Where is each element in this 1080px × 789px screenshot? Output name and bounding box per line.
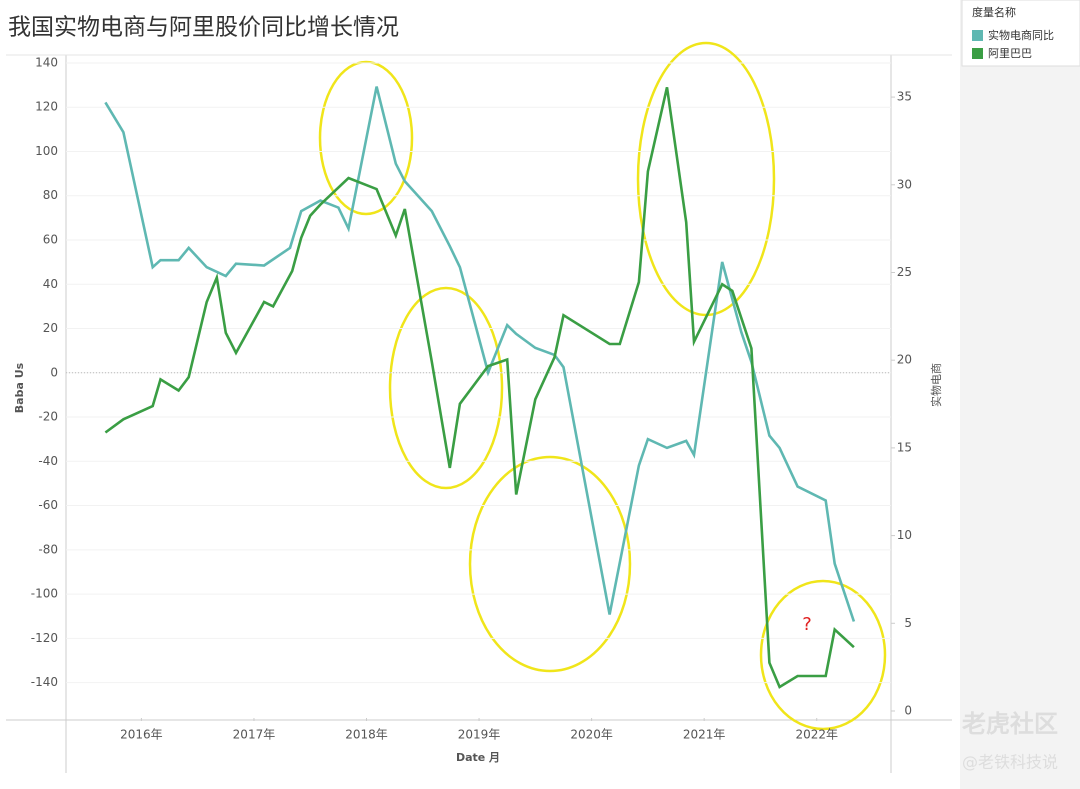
y-tick-label: 80 — [43, 188, 58, 202]
y-tick-label: -80 — [38, 542, 58, 556]
series-line — [104, 87, 855, 689]
y2-tick-label: 35 — [897, 90, 912, 104]
y-tick-label: -100 — [31, 587, 58, 601]
legend-swatch — [972, 30, 983, 41]
y-tick-label: -120 — [31, 631, 58, 645]
watermark: @老铁科技说 — [962, 753, 1058, 772]
legend-title: 度量名称 — [972, 5, 1016, 19]
y-tick-label: 120 — [35, 100, 58, 114]
x-axis-label: Date 月 — [456, 751, 500, 764]
y-tick-label: -140 — [31, 675, 58, 689]
y-tick-label: 40 — [43, 277, 58, 291]
y2-axis-label: 实物电商 — [929, 363, 943, 407]
x-tick-label: 2020年 — [570, 728, 613, 742]
annotation: ? — [802, 614, 812, 635]
x-tick-label: 2016年 — [120, 728, 163, 742]
chart-title: 我国实物电商与阿里股价同比增长情况 — [8, 15, 399, 41]
y-tick-label: -20 — [38, 410, 58, 424]
y2-tick-label: 5 — [904, 616, 912, 630]
x-tick-label: 2021年 — [683, 728, 726, 742]
highlight-ellipses — [318, 41, 887, 731]
watermark: 老虎社区 — [962, 710, 1058, 738]
y2-tick-label: 25 — [897, 265, 912, 279]
y2-tick-label: 15 — [897, 440, 912, 454]
y-tick-label: -40 — [38, 454, 58, 468]
legend-swatch — [972, 48, 983, 59]
y2-tick-label: 30 — [897, 177, 912, 191]
legend-panel — [960, 0, 1080, 789]
y-tick-label: 0 — [50, 365, 58, 379]
x-tick-label: 2017年 — [233, 728, 276, 742]
x-tick-label: 2019年 — [458, 728, 501, 742]
y-tick-label: -60 — [38, 498, 58, 512]
series-line — [104, 86, 856, 622]
y2-tick-label: 0 — [904, 703, 912, 717]
y2-tick-label: 20 — [897, 353, 912, 367]
x-tick-label: 2022年 — [795, 728, 838, 742]
y-tick-label: 100 — [35, 144, 58, 158]
y-axis-label: Baba Us — [13, 362, 26, 413]
y2-tick-label: 10 — [897, 528, 912, 542]
legend-label: 阿里巴巴 — [988, 47, 1032, 60]
x-tick-label: 2018年 — [345, 728, 388, 742]
y-tick-label: 60 — [43, 233, 58, 247]
y-tick-label: 20 — [43, 321, 58, 335]
legend-label: 实物电商同比 — [988, 28, 1054, 42]
y-tick-label: 140 — [35, 55, 58, 69]
